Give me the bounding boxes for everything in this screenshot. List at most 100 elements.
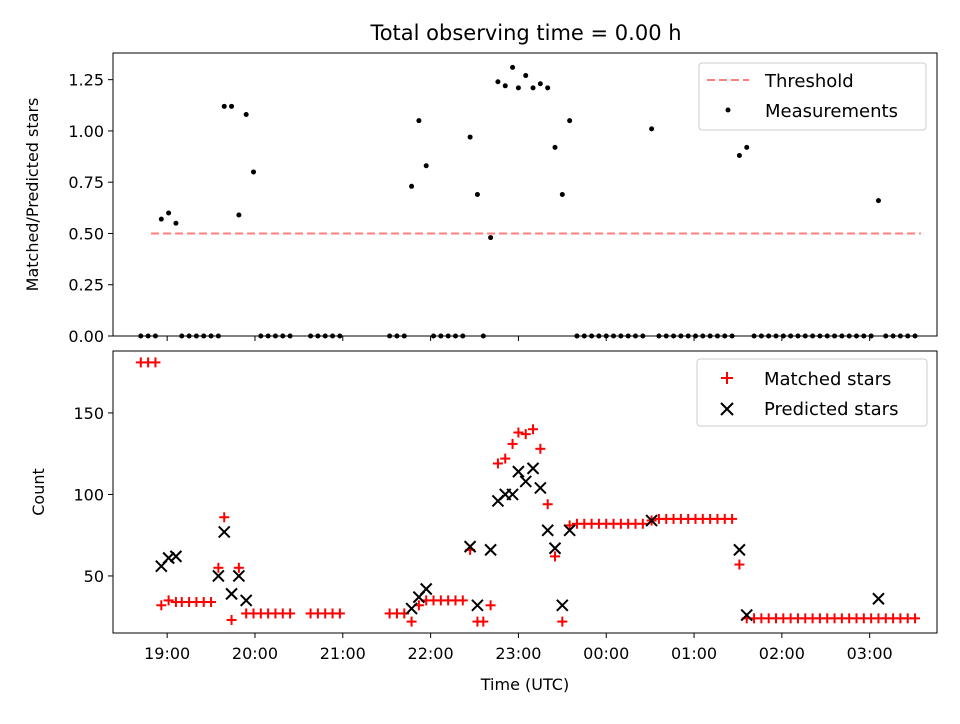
x-tick-label: 21:00 [320,644,366,663]
y-tick-label: 100 [73,485,104,504]
measurement-point [173,220,179,226]
predicted-star-point [534,481,547,495]
predicted-star-point [519,475,532,488]
matched-star-point [150,357,161,368]
matched-star-point [528,424,539,435]
legend-measurements-label: Measurements [765,101,898,122]
predicted-star-point [872,592,885,605]
matched-star-point [485,600,496,611]
matched-star-point [727,513,738,524]
measurement-point [567,118,573,124]
predicted-star-point [420,582,433,596]
measurement-point [221,103,227,109]
measurement-point [545,85,551,91]
measurement-point [530,85,536,91]
chart-title: Total observing time = 0.00 h [369,21,681,45]
matched-star-point [285,608,296,619]
bottom-x-ticks: 19:00 20:00 21:00 22:00 23:00 00:00 01:00 02:00… [144,633,893,663]
legend-predicted-swatch [720,402,734,416]
matched-star-point [734,559,745,570]
x-tick-label: 19:00 [144,644,190,663]
measurement-point [875,198,881,204]
matched-star-point [457,595,468,606]
measurement-point [502,83,508,89]
matched-star-point [478,616,489,627]
legend-predicted-label: Predicted stars [764,399,898,420]
predicted-star-point [218,525,231,539]
measurement-point [166,210,172,216]
matched-star-point [507,438,518,449]
bottom-axes-frame [112,350,938,634]
measurement-point [236,212,242,218]
matched-star-point [557,616,568,627]
matched-star-point [535,443,546,454]
measurement-point [510,64,516,70]
predicted-star-point [232,569,246,583]
measurement-point [495,79,501,85]
x-tick-label: 01:00 [671,644,717,663]
measurement-point [467,134,473,140]
bottom-panel: Count Time (UTC) 50 100 150 19:00 20:00 21:0… [29,350,938,694]
measurement-point [229,103,235,109]
y-tick-label: 0.75 [68,173,104,192]
predicted-star-point [733,543,746,557]
measurement-point [158,216,164,222]
y-tick-label: 0.50 [68,224,104,243]
measurement-point [409,183,415,189]
matched-star-point [406,616,417,627]
top-y-ticks: 0.00 0.25 0.50 0.75 1.00 1.25 [68,71,113,346]
predicted-star-point [556,599,569,612]
x-tick-label: 20:00 [232,644,278,663]
bottom-y-axis-label: Count [29,468,48,516]
predicted-star-point [162,551,175,565]
matched-star-point [513,427,524,438]
predicted-star-point [239,594,253,607]
measurement-point [537,81,543,87]
predicted-star-point [512,465,525,478]
predicted-star-point [212,569,225,583]
matched-star-point [637,518,648,529]
predicted-star-point [563,524,576,537]
top-y-axis-label: Matched/Predicted stars [23,98,42,292]
top-legend-box [698,62,927,131]
measurement-point [416,118,422,124]
top-axes-frame [112,52,938,337]
measurement-point [251,169,257,175]
bottom-y-ticks: 50 100 150 [73,404,113,586]
matched-star-point [206,597,217,608]
x-tick-label: 03:00 [847,644,893,663]
measurement-point [243,112,249,118]
x-axis-label: Time (UTC) [480,675,569,694]
predicted-star-point [225,587,238,601]
measurement-point [423,163,429,169]
legend-matched-swatch [721,372,733,384]
matched-star-point [163,595,174,606]
predicted-star-point [169,550,183,563]
measurement-point [744,144,750,150]
matched-star-point [910,613,921,624]
y-tick-label: 1.25 [68,71,104,90]
predicted-star-point [471,599,484,612]
x-tick-label: 00:00 [583,644,629,663]
predicted-stars-points [155,462,885,622]
measurement-point [552,144,558,150]
y-tick-label: 150 [73,404,104,423]
matched-star-point [492,458,503,469]
predicted-star-point [548,542,562,555]
bottom-legend: Matched stars Predicted stars [696,358,928,427]
predicted-star-point [463,540,477,553]
x-tick-label: 23:00 [495,644,541,663]
measurement-point [474,192,480,197]
matched-star-point [226,614,237,625]
bottom-legend-box [696,358,928,427]
y-tick-label: 0.25 [68,276,104,295]
measurement-point [559,192,565,197]
top-panel: Total observing time = 0.00 h Matched/Pr… [23,21,938,346]
measurement-point [523,73,529,79]
x-tick-label: 22:00 [408,644,454,663]
y-tick-label: 1.00 [68,122,104,141]
predicted-star-point [541,524,554,537]
predicted-star-point [405,602,418,615]
matched-star-point [213,562,224,573]
predicted-star-point [740,608,753,622]
